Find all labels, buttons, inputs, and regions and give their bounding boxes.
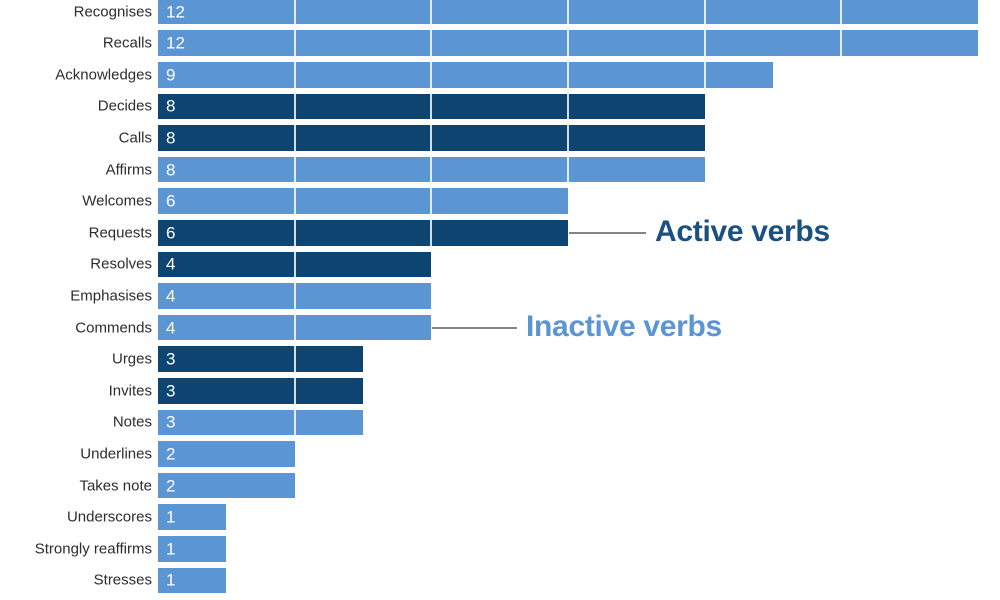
gridline <box>293 0 296 25</box>
bar: 1 <box>158 567 227 594</box>
bar: 8 <box>158 93 705 120</box>
gridline <box>703 30 706 56</box>
gridline <box>430 30 433 56</box>
bar-value-label: 8 <box>166 96 176 116</box>
gridline <box>840 30 843 56</box>
bar: 1 <box>158 536 227 562</box>
gridline <box>293 125 296 151</box>
category-label: Underlines <box>80 445 152 463</box>
category-label: Decides <box>97 97 152 115</box>
bar-value-label: 4 <box>166 254 176 274</box>
gridline <box>430 125 433 151</box>
bar-value-label: 8 <box>166 128 176 148</box>
bar: 3 <box>158 346 363 372</box>
bar: 9 <box>158 62 773 88</box>
bar-value-label: 12 <box>166 2 185 22</box>
gridline <box>566 30 569 56</box>
gridline <box>840 0 843 25</box>
gridline <box>703 0 706 25</box>
bar: 8 <box>158 125 705 151</box>
callout-active-line <box>568 231 646 234</box>
bar: 1 <box>158 504 227 530</box>
gridline <box>293 30 296 56</box>
category-label: Affirms <box>105 161 152 179</box>
gridline <box>293 62 296 88</box>
gridline <box>430 188 433 214</box>
callout-active-label: Active verbs <box>655 214 830 248</box>
category-label: Resolves <box>90 255 152 273</box>
gridline <box>430 220 433 246</box>
category-label: Strongly reaffirms <box>34 540 152 558</box>
gridline <box>430 0 433 25</box>
bar-value-label: 1 <box>166 570 176 590</box>
gridline <box>293 314 296 341</box>
category-label: Emphasises <box>70 287 152 305</box>
gridline <box>566 0 569 25</box>
bar-value-label: 6 <box>166 191 176 211</box>
bar-value-label: 4 <box>166 318 176 338</box>
gridline <box>293 188 296 214</box>
bar-value-label: 2 <box>166 444 176 464</box>
gridline <box>293 346 296 372</box>
bar: 6 <box>158 188 568 214</box>
bar: 3 <box>158 378 363 404</box>
callout-inactive-line <box>432 326 517 329</box>
bar-value-label: 4 <box>166 286 176 306</box>
category-label: Urges <box>111 350 152 368</box>
category-label: Commends <box>75 319 152 337</box>
gridline <box>293 251 296 278</box>
bar-value-label: 3 <box>166 349 176 369</box>
bar: 4 <box>158 314 432 341</box>
bar: 12 <box>158 0 978 25</box>
callout-inactive-label: Inactive verbs <box>526 309 722 343</box>
bar-value-label: 9 <box>166 65 176 85</box>
category-label: Acknowledges <box>55 66 152 84</box>
bar-value-label: 6 <box>166 223 176 243</box>
category-label: Invites <box>108 382 152 400</box>
gridline <box>430 62 433 88</box>
gridline <box>566 156 569 183</box>
category-label: Requests <box>88 224 152 242</box>
bar: 8 <box>158 156 705 183</box>
category-label: Recognises <box>73 3 152 21</box>
bar: 2 <box>158 472 295 499</box>
bar: 3 <box>158 409 363 436</box>
gridline <box>703 62 706 88</box>
category-label: Calls <box>118 129 152 147</box>
bar: 4 <box>158 251 432 278</box>
gridline <box>293 220 296 246</box>
bar-value-label: 3 <box>166 412 176 432</box>
bar-value-label: 1 <box>166 539 176 559</box>
bar: 6 <box>158 220 568 246</box>
gridline <box>293 409 296 436</box>
gridline <box>293 93 296 120</box>
gridline <box>293 156 296 183</box>
gridline <box>293 283 296 309</box>
gridline <box>566 62 569 88</box>
bar-value-label: 12 <box>166 33 185 53</box>
bar-value-label: 3 <box>166 381 176 401</box>
bar: 2 <box>158 441 295 467</box>
bar: 4 <box>158 283 432 309</box>
gridline <box>430 156 433 183</box>
gridline <box>566 93 569 120</box>
category-label: Recalls <box>102 34 152 52</box>
gridline <box>430 93 433 120</box>
gridline <box>293 378 296 404</box>
bar-value-label: 8 <box>166 160 176 180</box>
gridline <box>566 125 569 151</box>
category-label: Takes note <box>79 477 152 495</box>
category-label: Welcomes <box>82 192 152 210</box>
bar: 12 <box>158 30 978 56</box>
category-label: Notes <box>112 413 152 431</box>
bar-value-label: 1 <box>166 507 176 527</box>
bar-value-label: 2 <box>166 476 176 496</box>
category-label: Underscores <box>66 508 152 526</box>
category-label: Stresses <box>93 571 152 589</box>
